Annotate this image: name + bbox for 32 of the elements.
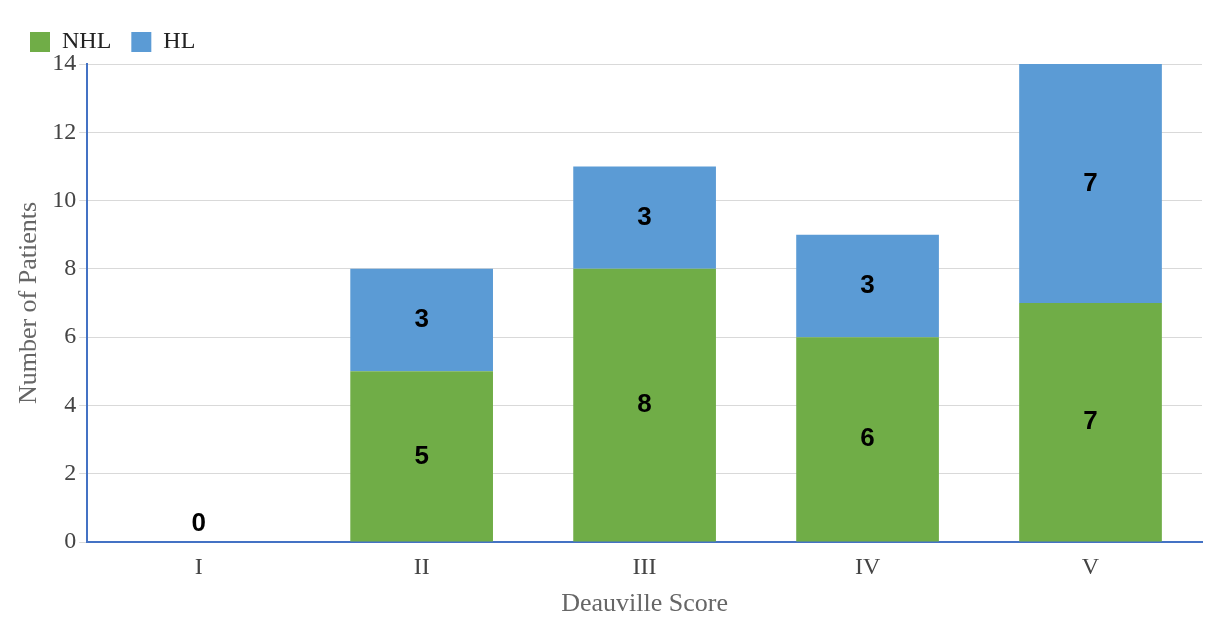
- data-label: 6: [860, 422, 875, 453]
- data-label: 7: [1083, 166, 1098, 197]
- x-tick-label: IV: [854, 552, 881, 579]
- y-tick-label: 10: [52, 185, 77, 212]
- data-label: 7: [1083, 405, 1098, 436]
- bar: [796, 337, 939, 542]
- bar: [573, 268, 716, 542]
- data-label: 8: [637, 388, 652, 419]
- y-tick-label: 4: [64, 390, 77, 417]
- y-tick-label: 2: [64, 459, 77, 486]
- bar: [1019, 64, 1162, 303]
- legend-label: HL: [163, 27, 196, 54]
- data-label: 3: [860, 269, 875, 300]
- x-axis-title: Deauville Score: [561, 588, 728, 618]
- x-tick-label: II: [413, 552, 430, 579]
- data-label: 3: [414, 303, 429, 334]
- x-tick-label: V: [1081, 552, 1100, 579]
- bar: [796, 234, 939, 338]
- y-axis-title: Number of Patients: [13, 201, 43, 405]
- bar: [350, 371, 493, 542]
- y-tick-label: 0: [64, 527, 77, 554]
- bar: [1019, 303, 1162, 542]
- data-label: 5: [414, 439, 429, 470]
- x-tick-label: III: [632, 552, 657, 579]
- y-tick-label: 8: [64, 254, 77, 281]
- bar: [350, 268, 493, 372]
- x-tick-label: I: [194, 552, 203, 579]
- y-tick-label: 12: [52, 117, 77, 144]
- bar: [573, 166, 716, 269]
- y-tick-label: 6: [64, 322, 77, 349]
- data-label: 3: [637, 200, 652, 231]
- data-label: 0: [191, 507, 206, 538]
